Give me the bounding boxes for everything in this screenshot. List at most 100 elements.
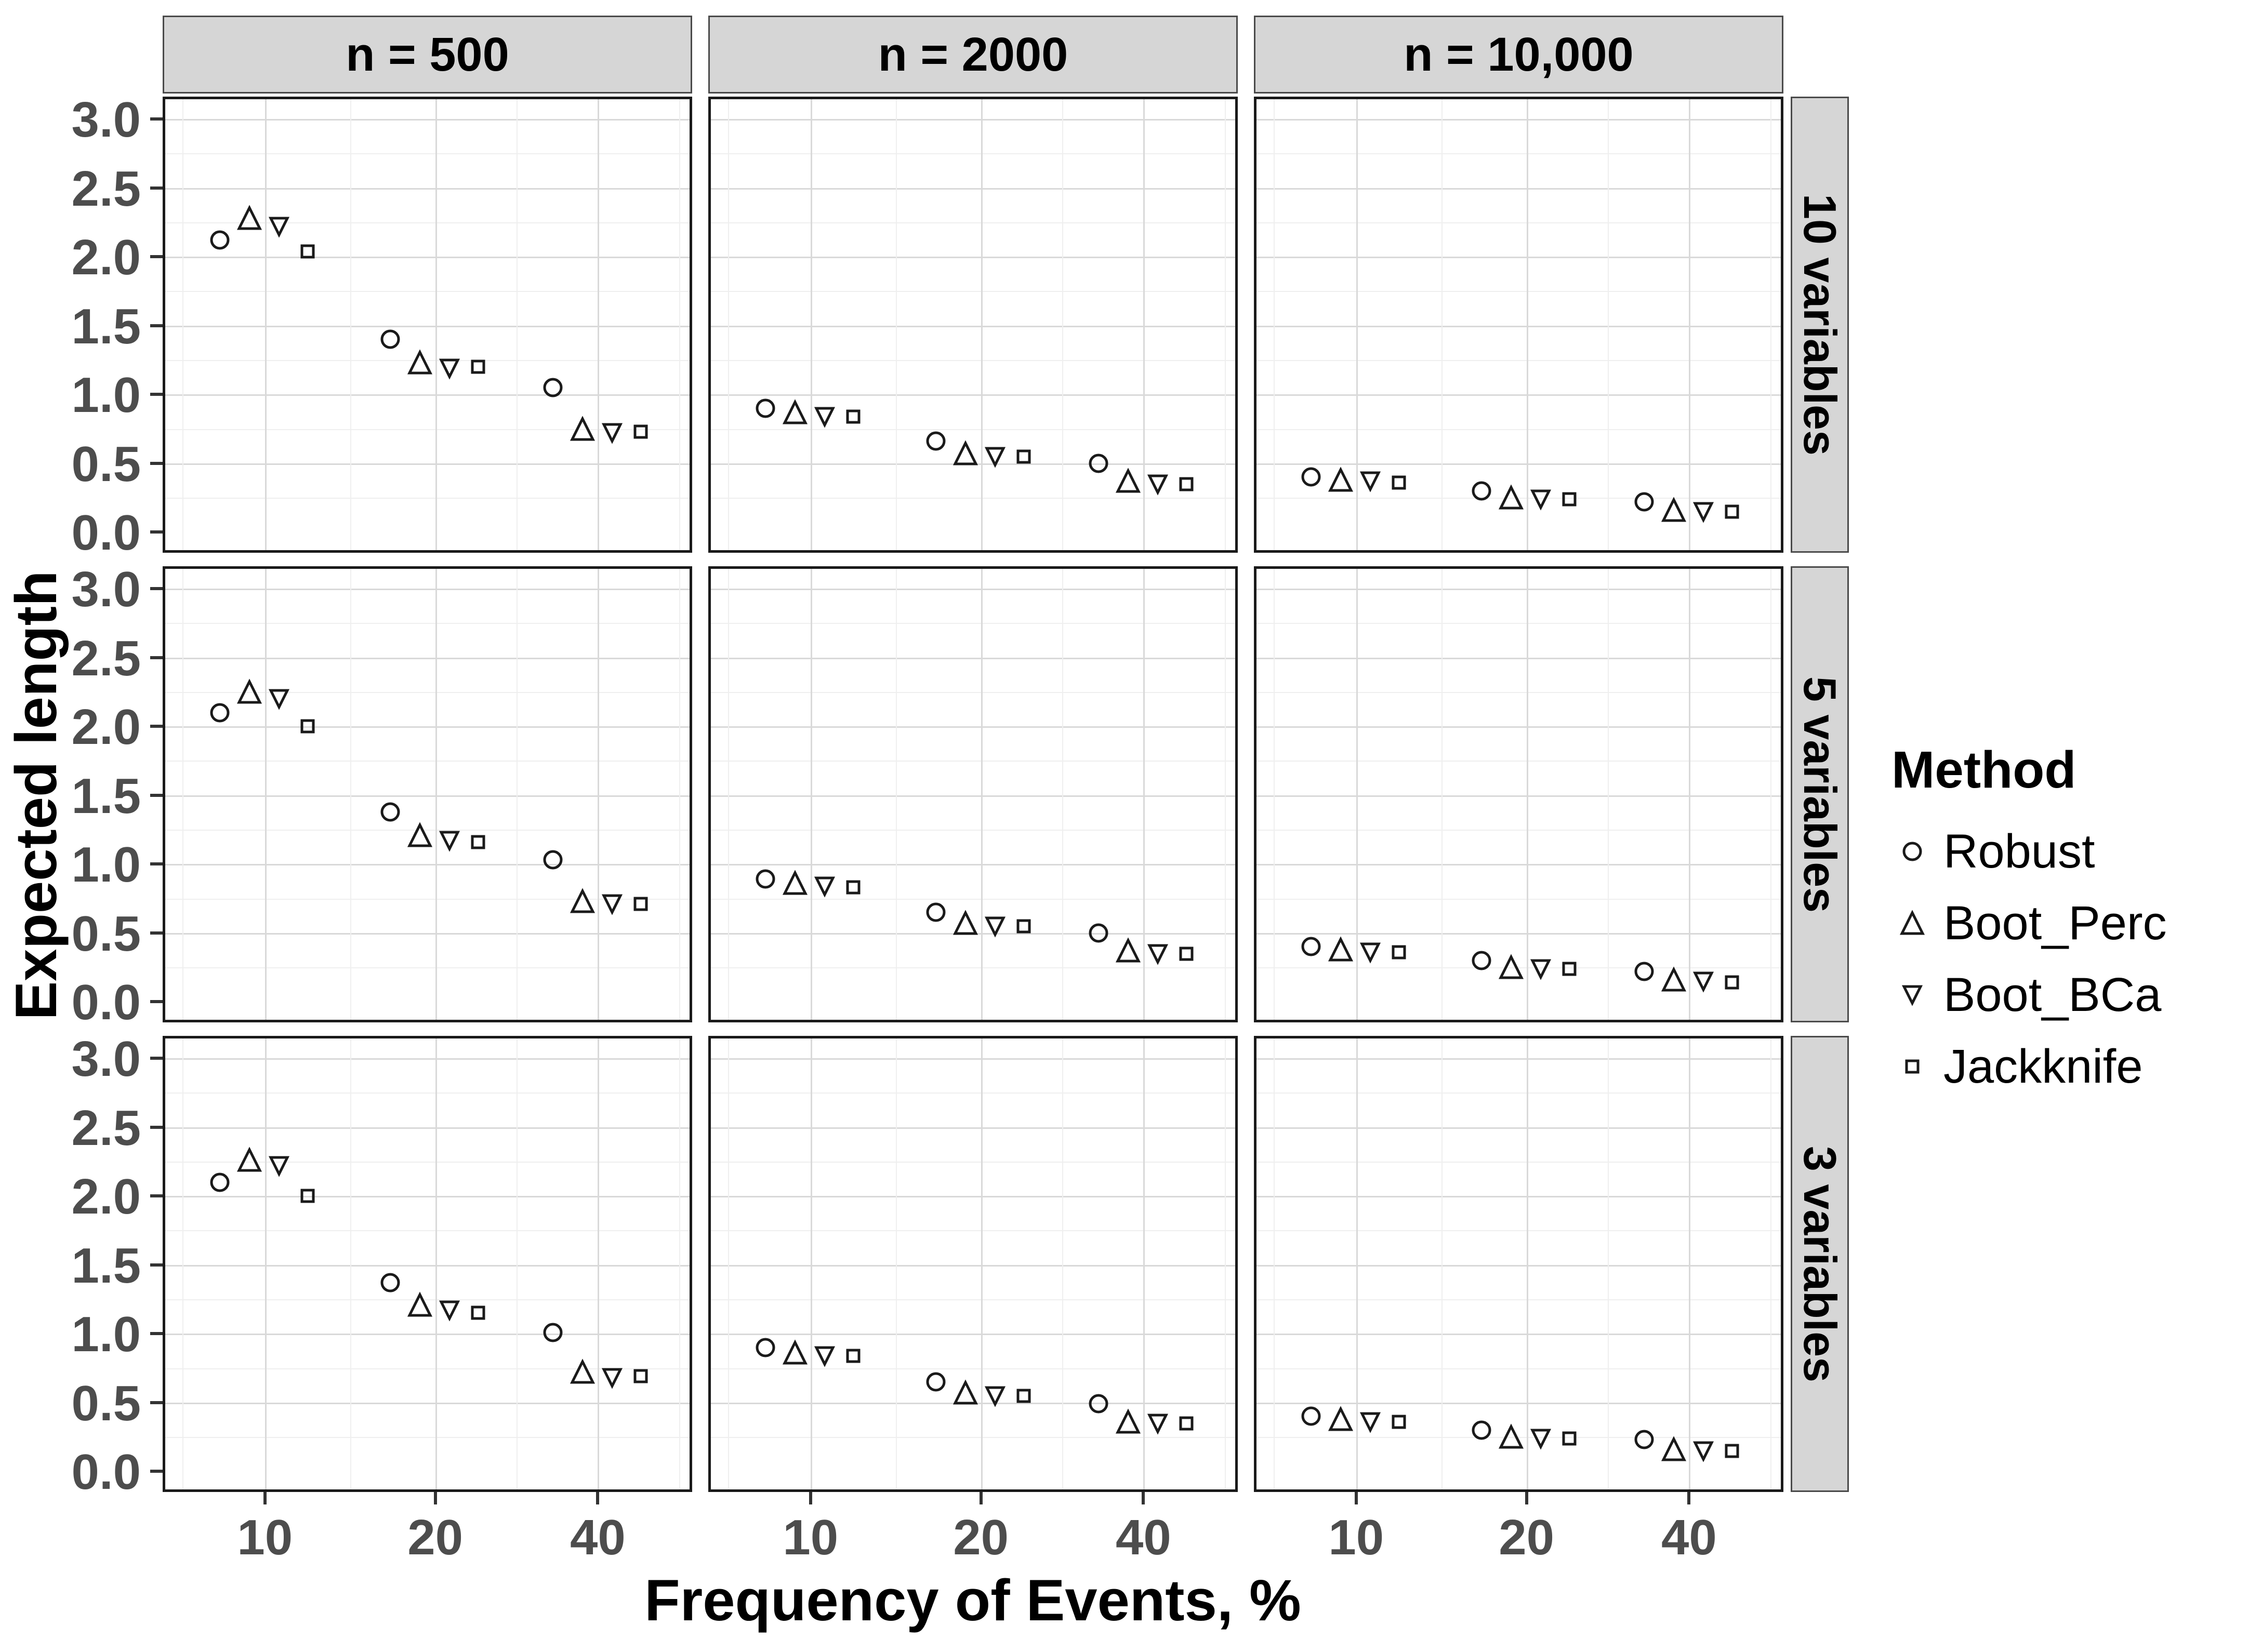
x-tick-label: 10 bbox=[783, 1510, 839, 1565]
data-point-robust bbox=[209, 229, 231, 251]
y-tick-mark bbox=[150, 117, 163, 121]
data-point-boot_perc bbox=[1327, 466, 1354, 494]
grid-major-h bbox=[1256, 1058, 1781, 1060]
data-point-jackknife bbox=[470, 358, 486, 375]
data-point-boot_perc bbox=[1115, 468, 1142, 495]
y-tick-label: 0.5 bbox=[71, 1375, 141, 1431]
data-point-boot_bca bbox=[813, 875, 836, 898]
y-tick-mark bbox=[150, 393, 163, 396]
grid-minor-v bbox=[1608, 1038, 1609, 1489]
grid-major-h bbox=[1256, 1196, 1781, 1198]
y-tick-label: 0.0 bbox=[71, 505, 141, 561]
grid-major-h bbox=[1256, 257, 1781, 259]
grid-major-v bbox=[435, 99, 437, 550]
y-tick-mark bbox=[150, 931, 163, 935]
data-point-boot_bca bbox=[438, 829, 461, 852]
legend-label: Boot_Perc bbox=[1943, 896, 2167, 950]
data-point-boot_bca bbox=[1146, 473, 1169, 496]
grid-major-v bbox=[598, 1038, 600, 1489]
circle-icon bbox=[1891, 841, 1933, 862]
data-point-boot_perc bbox=[952, 1379, 979, 1406]
data-point-robust bbox=[209, 702, 231, 724]
grid-minor-v bbox=[728, 1038, 730, 1489]
data-point-jackknife bbox=[299, 1188, 316, 1204]
grid-major-v bbox=[810, 569, 812, 1020]
grid-major-v bbox=[981, 99, 983, 550]
data-point-boot_bca bbox=[1692, 1440, 1715, 1462]
grid-minor-v bbox=[350, 99, 351, 550]
x-axis-title: Frequency of Events, % bbox=[644, 1568, 1301, 1633]
grid-minor-v bbox=[728, 569, 730, 1020]
grid-minor-v bbox=[517, 1038, 518, 1489]
data-point-jackknife bbox=[470, 834, 486, 850]
grid-major-h bbox=[165, 188, 690, 190]
grid-minor-v bbox=[1770, 569, 1771, 1020]
data-point-boot_bca bbox=[601, 892, 624, 915]
data-point-robust bbox=[209, 1171, 231, 1193]
data-point-boot_perc bbox=[1115, 1408, 1142, 1435]
facet-column-strip: n = 10,000 bbox=[1254, 16, 1783, 94]
data-point-boot_perc bbox=[1498, 954, 1525, 981]
y-tick-label: 0.5 bbox=[71, 436, 141, 492]
grid-major-h bbox=[1256, 657, 1781, 659]
grid-minor-h bbox=[1256, 359, 1781, 361]
y-tick-mark bbox=[150, 1000, 163, 1004]
data-point-jackknife bbox=[845, 1348, 862, 1364]
facet-column-label: n = 2000 bbox=[878, 28, 1068, 81]
grid-minor-v bbox=[895, 99, 897, 550]
data-point-boot_bca bbox=[1529, 1427, 1552, 1450]
grid-major-v bbox=[1689, 569, 1691, 1020]
data-point-boot_perc bbox=[782, 1339, 809, 1366]
grid-major-h bbox=[1256, 864, 1781, 866]
grid-major-v bbox=[1143, 1038, 1145, 1489]
data-point-boot_bca bbox=[268, 1154, 290, 1177]
y-tick-label: 3.0 bbox=[71, 1031, 141, 1087]
grid-major-h bbox=[165, 1196, 690, 1198]
data-point-jackknife bbox=[1015, 918, 1032, 935]
data-point-robust bbox=[1633, 961, 1655, 982]
panel bbox=[708, 1036, 1238, 1492]
data-point-jackknife bbox=[1178, 476, 1195, 492]
legend-items: Robust Boot_Perc Boot_BCa Jackknife bbox=[1891, 816, 2167, 1102]
grid-minor-h bbox=[711, 1230, 1235, 1232]
data-point-boot_perc bbox=[406, 1291, 433, 1318]
data-point-boot_bca bbox=[984, 915, 1007, 938]
data-point-boot_perc bbox=[1327, 936, 1354, 963]
grid-minor-h bbox=[165, 291, 690, 292]
y-tick-label: 1.5 bbox=[71, 298, 141, 354]
grid-minor-h bbox=[711, 967, 1235, 969]
grid-major-h bbox=[1256, 188, 1781, 190]
grid-minor-h bbox=[1256, 222, 1781, 223]
grid-minor-h bbox=[1256, 1093, 1781, 1094]
data-point-boot_bca bbox=[1529, 488, 1552, 511]
grid-minor-v bbox=[895, 1038, 897, 1489]
facet-row-label: 5 variables bbox=[1794, 676, 1846, 913]
y-tick-label: 2.0 bbox=[71, 230, 141, 286]
square-icon bbox=[1891, 1058, 1933, 1075]
grid-major-h bbox=[165, 1402, 690, 1404]
data-point-robust bbox=[755, 1337, 776, 1358]
grid-major-h bbox=[165, 463, 690, 465]
data-point-robust bbox=[925, 1371, 947, 1393]
facet-column-strip: n = 2000 bbox=[708, 16, 1238, 94]
grid-minor-h bbox=[165, 222, 690, 223]
grid-minor-h bbox=[1256, 498, 1781, 499]
data-point-boot_bca bbox=[601, 421, 624, 445]
grid-major-h bbox=[711, 657, 1235, 659]
data-point-boot_perc bbox=[952, 440, 979, 467]
grid-minor-h bbox=[1256, 1230, 1781, 1232]
grid-major-v bbox=[264, 1038, 267, 1489]
grid-major-h bbox=[165, 932, 690, 935]
grid-minor-h bbox=[711, 498, 1235, 499]
grid-minor-h bbox=[1256, 761, 1781, 762]
grid-major-h bbox=[711, 119, 1235, 121]
grid-minor-h bbox=[1256, 153, 1781, 155]
data-point-boot_bca bbox=[1146, 942, 1169, 965]
grid-minor-h bbox=[1256, 1299, 1781, 1300]
y-tick-label: 1.5 bbox=[71, 768, 141, 824]
data-point-jackknife bbox=[632, 896, 649, 912]
grid-minor-v bbox=[1062, 1038, 1064, 1489]
data-point-jackknife bbox=[1015, 1388, 1032, 1404]
grid-major-h bbox=[165, 1058, 690, 1060]
grid-minor-h bbox=[165, 1230, 690, 1232]
